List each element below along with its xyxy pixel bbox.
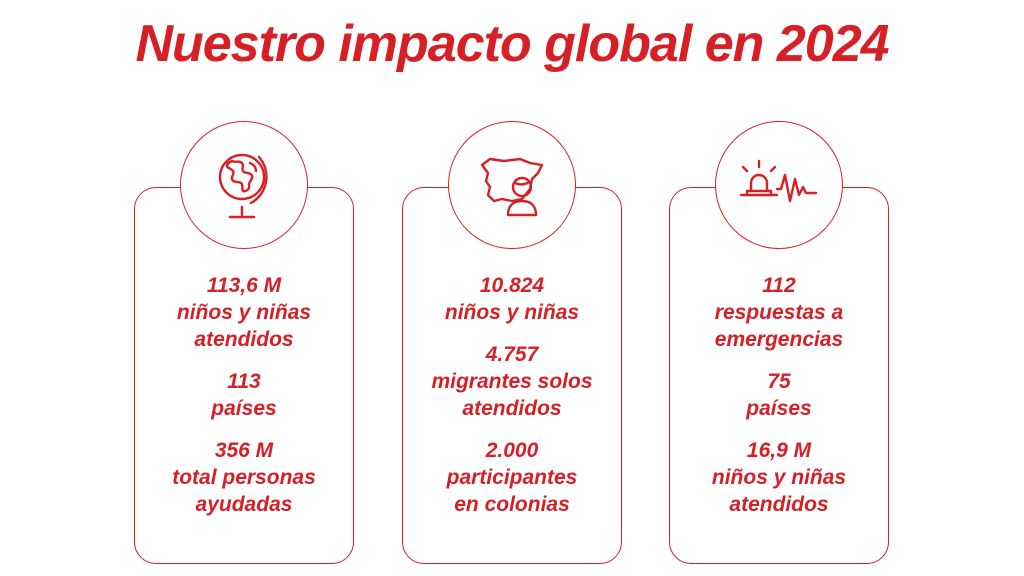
impact-card-spain: 10.824 niños y niñas 4.757 migrantes sol… <box>402 187 622 564</box>
stat-label: países <box>211 397 277 420</box>
globe-icon <box>180 121 308 249</box>
stat-label: respuestas a <box>714 301 844 324</box>
stat-label: en colonias <box>454 493 570 516</box>
stat-label: emergencias <box>714 328 844 351</box>
stat-value: 112 <box>762 274 796 297</box>
stat-item: 75 países <box>670 368 888 422</box>
stat-value: 75 <box>767 370 791 393</box>
stat-item: 112 respuestas a emergencias <box>670 272 888 353</box>
emergency-alarm-icon <box>715 121 843 249</box>
stat-label: niños y niñas <box>711 466 847 489</box>
stat-value: 16,9 M <box>746 439 812 462</box>
stat-value: 4.757 <box>485 343 539 366</box>
impact-card-emergencies: 112 respuestas a emergencias 75 países 1… <box>669 187 889 564</box>
stat-label: niños y niñas <box>176 301 312 324</box>
stat-item: 16,9 M niños y niñas atendidos <box>670 437 888 518</box>
stat-label: total personas <box>172 466 316 489</box>
stat-value: 2.000 <box>485 439 539 462</box>
stat-label: atendidos <box>462 397 562 420</box>
stat-value: 113 <box>227 370 261 393</box>
stat-label: niños y niñas <box>444 301 580 324</box>
stat-label: atendidos <box>194 328 294 351</box>
stat-item: 4.757 migrantes solos atendidos <box>403 341 621 422</box>
stat-value: 10.824 <box>479 274 545 297</box>
stat-item: 113,6 M niños y niñas atendidos <box>135 272 353 353</box>
stat-value: 356 M <box>214 439 274 462</box>
stat-label: atendidos <box>729 493 829 516</box>
stat-label: migrantes solos <box>431 370 593 393</box>
stat-item: 113 países <box>135 368 353 422</box>
stat-value: 113,6 M <box>206 274 282 297</box>
impact-card-global: 113,6 M niños y niñas atendidos 113 país… <box>134 187 354 564</box>
stat-item: 356 M total personas ayudadas <box>135 437 353 518</box>
stat-item: 10.824 niños y niñas <box>403 272 621 326</box>
stats-list: 113,6 M niños y niñas atendidos 113 país… <box>135 272 353 533</box>
stat-label: ayudadas <box>195 493 293 516</box>
stats-list: 112 respuestas a emergencias 75 países 1… <box>670 272 888 533</box>
stats-list: 10.824 niños y niñas 4.757 migrantes sol… <box>403 272 621 533</box>
stat-label: participantes <box>446 466 578 489</box>
stat-item: 2.000 participantes en colonias <box>403 437 621 518</box>
stat-label: países <box>746 397 812 420</box>
page-title: Nuestro impacto global en 2024 <box>135 15 889 73</box>
spain-map-child-icon <box>448 121 576 249</box>
